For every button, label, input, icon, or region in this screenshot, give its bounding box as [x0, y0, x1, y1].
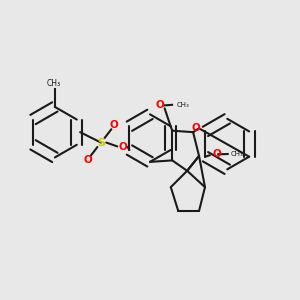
Text: S: S — [97, 138, 105, 148]
Text: O: O — [192, 123, 200, 133]
Text: CH₃: CH₃ — [46, 79, 61, 88]
Text: O: O — [110, 120, 119, 130]
Text: CH₃: CH₃ — [176, 102, 189, 108]
Text: O: O — [156, 100, 165, 110]
Text: O: O — [213, 149, 222, 159]
Text: CH₃: CH₃ — [231, 151, 243, 157]
Text: O: O — [119, 142, 128, 152]
Text: O: O — [83, 155, 92, 165]
